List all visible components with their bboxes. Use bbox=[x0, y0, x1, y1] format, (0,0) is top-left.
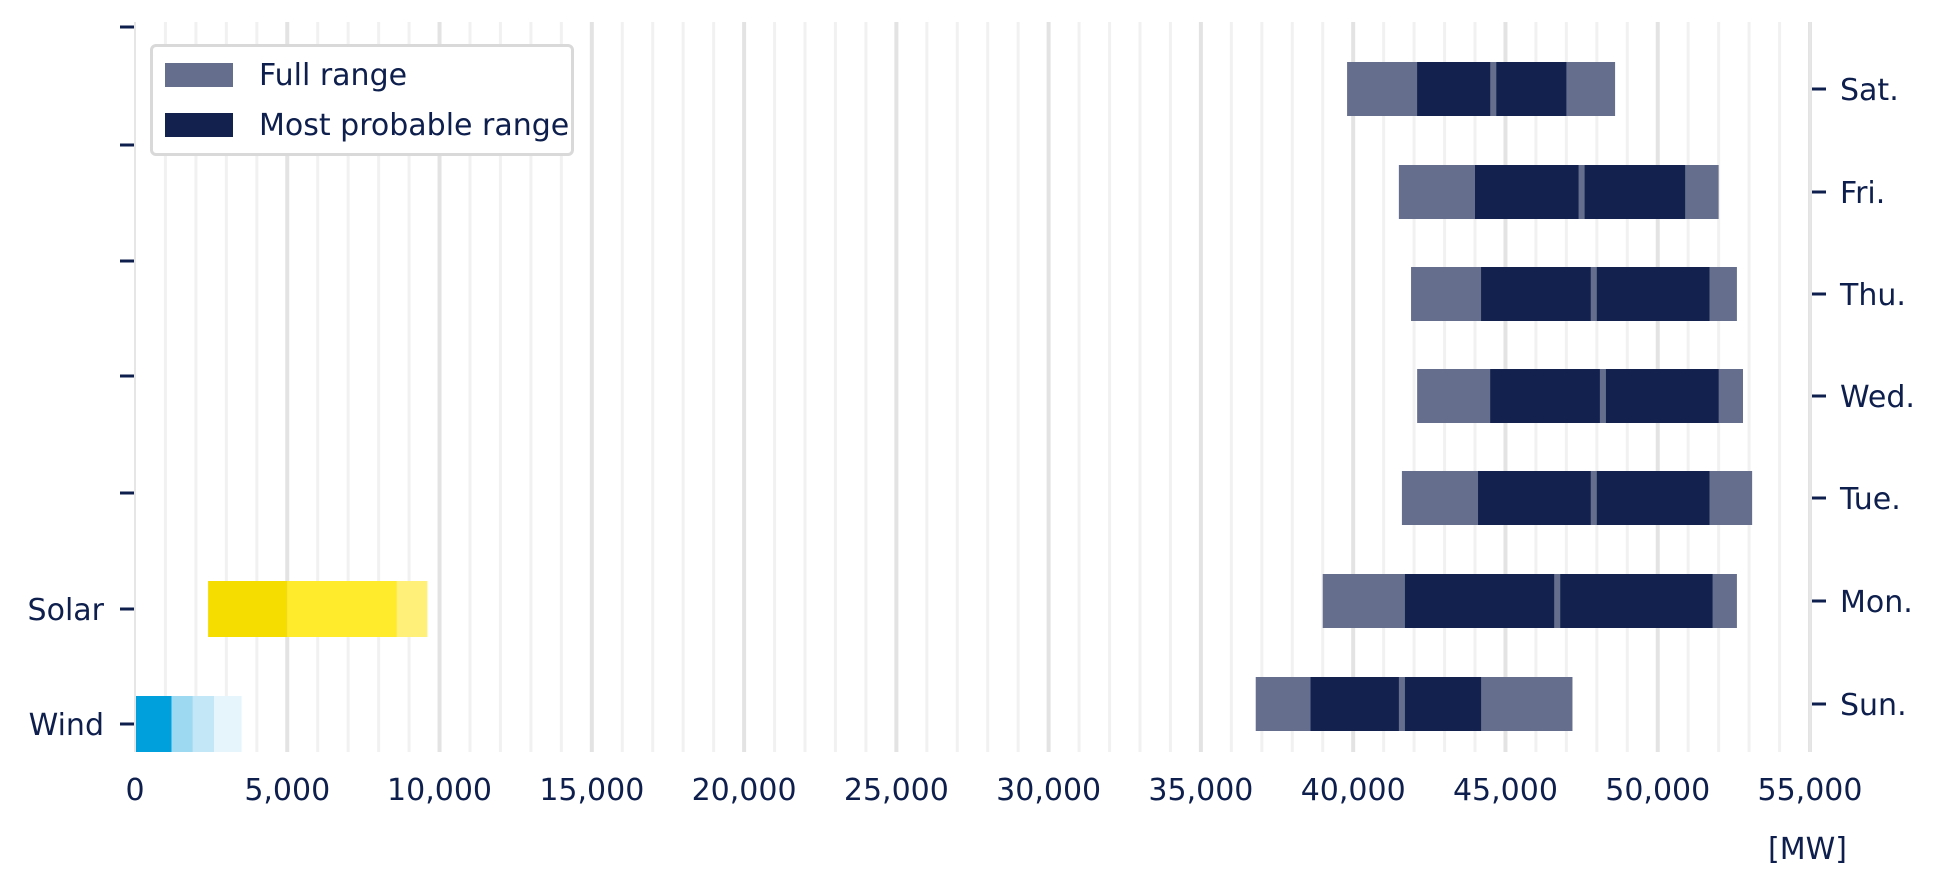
bars bbox=[135, 62, 1753, 752]
right-tick-label: Fri. bbox=[1840, 176, 1885, 211]
probable-range-bar bbox=[1496, 62, 1567, 116]
wind-range-segment bbox=[214, 696, 242, 752]
x-tick-label: 40,000 bbox=[1301, 773, 1406, 808]
x-tick-label: 45,000 bbox=[1453, 773, 1558, 808]
wind-range-segment bbox=[135, 696, 172, 752]
right-tick-label: Mon. bbox=[1840, 585, 1913, 620]
probable-range-bar bbox=[1490, 369, 1600, 423]
legend: Full range Most probable range bbox=[150, 44, 574, 156]
probable-range-bar bbox=[1404, 677, 1482, 731]
left-tick-label: Solar bbox=[28, 593, 105, 628]
right-tick-label: Thu. bbox=[1839, 278, 1906, 313]
wind-range-segment bbox=[171, 696, 193, 752]
axes: 0 5,000 10,000 15,000 20,000 25,000 30,000 35,0… bbox=[28, 22, 1915, 808]
legend-swatch-most-probable-range bbox=[165, 113, 233, 137]
legend-swatch-full-range bbox=[165, 63, 233, 87]
probable-range-bar bbox=[1310, 677, 1399, 731]
right-tick-label: Wed. bbox=[1840, 380, 1915, 415]
legend-item-most-probable-range: Most probable range bbox=[165, 107, 569, 143]
x-tick-label: 20,000 bbox=[692, 773, 797, 808]
probable-range-bar bbox=[1605, 369, 1719, 423]
solar-range-segment bbox=[208, 581, 288, 637]
legend-item-full-range: Full range bbox=[165, 57, 407, 93]
probable-range-bar bbox=[1596, 267, 1710, 321]
x-axis-unit-label: [MW] bbox=[1768, 832, 1847, 867]
probable-range-bar bbox=[1475, 165, 1579, 219]
probable-range-bar bbox=[1417, 62, 1491, 116]
wind-range-segment bbox=[192, 696, 215, 752]
x-tick-label: 5,000 bbox=[244, 773, 330, 808]
probable-range-bar bbox=[1584, 165, 1686, 219]
x-tick-label: 15,000 bbox=[539, 773, 644, 808]
x-tick-label: 30,000 bbox=[996, 773, 1101, 808]
probable-range-bar bbox=[1404, 574, 1555, 628]
x-tick-label: 55,000 bbox=[1758, 773, 1863, 808]
legend-label-full-range: Full range bbox=[259, 57, 408, 93]
solar-range-segment bbox=[396, 581, 428, 637]
x-tick-label: 35,000 bbox=[1148, 773, 1253, 808]
probable-range-bar bbox=[1478, 471, 1591, 525]
solar-range-segment bbox=[287, 581, 397, 637]
right-tick-label: Sun. bbox=[1840, 688, 1907, 723]
x-tick-label: 10,000 bbox=[387, 773, 492, 808]
x-tick-label: 50,000 bbox=[1605, 773, 1710, 808]
right-tick-label: Tue. bbox=[1839, 482, 1901, 517]
right-tick-label: Sat. bbox=[1840, 73, 1899, 108]
legend-label-most-probable-range: Most probable range bbox=[259, 107, 570, 143]
left-tick-label: Wind bbox=[29, 708, 104, 743]
x-tick-label: 0 bbox=[125, 773, 144, 808]
probable-range-bar bbox=[1481, 267, 1591, 321]
probable-range-bar bbox=[1596, 471, 1710, 525]
x-tick-label: 25,000 bbox=[844, 773, 949, 808]
probable-range-bar bbox=[1560, 574, 1713, 628]
